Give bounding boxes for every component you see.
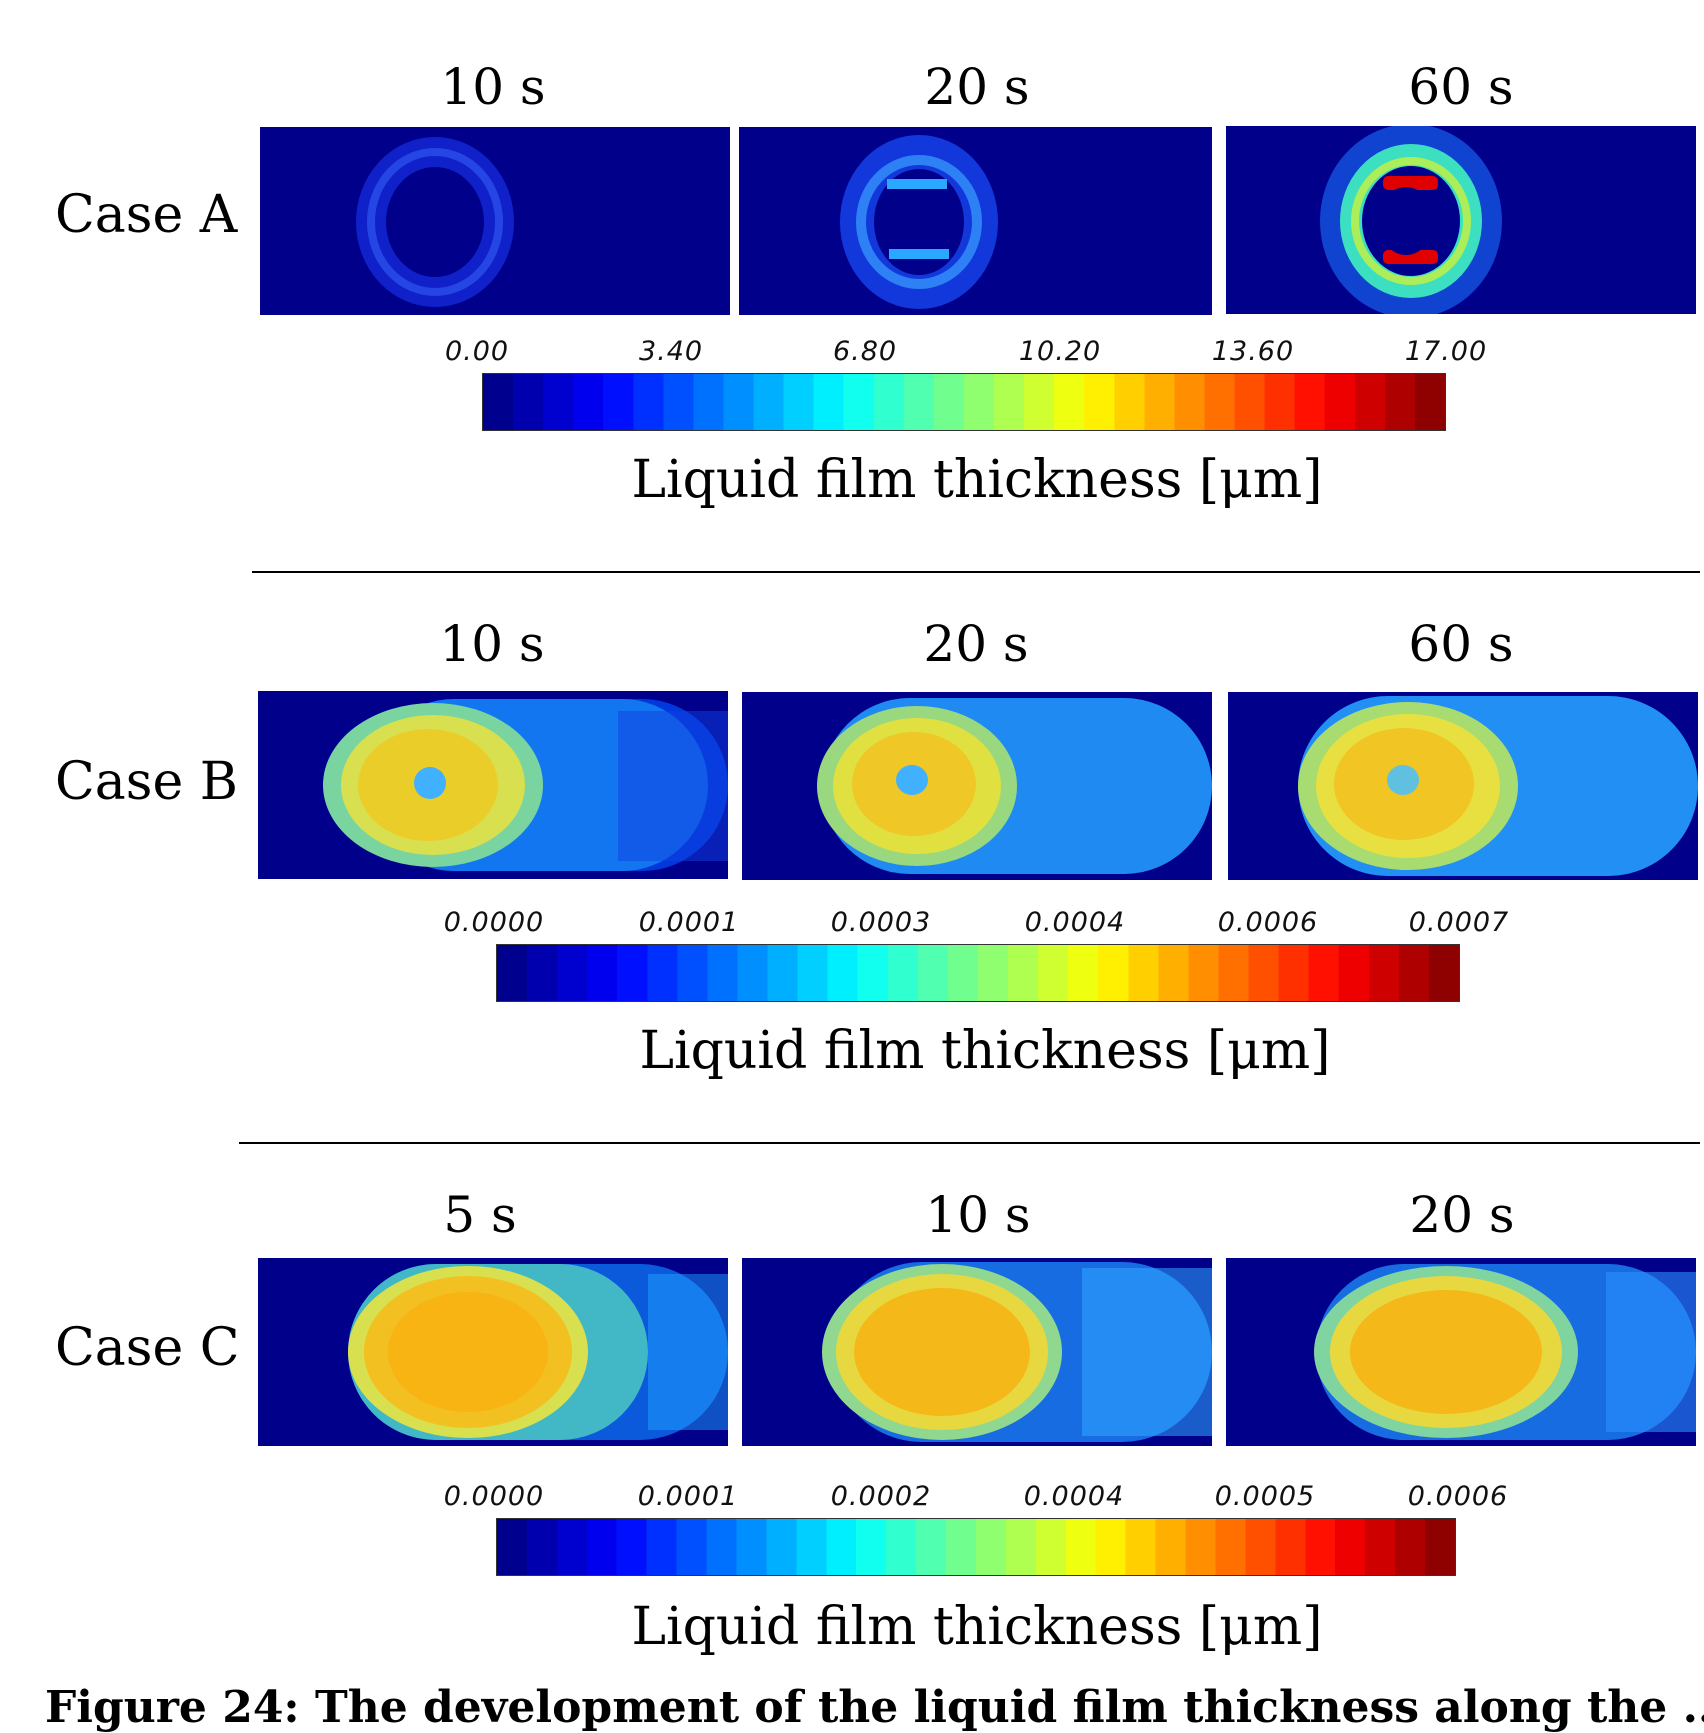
case-c-tick-3: 0.0004 <box>1023 1481 1125 1512</box>
case-a-colorbar <box>482 373 1446 431</box>
case-a-time-1: 10 s <box>440 58 546 116</box>
case-a-tick-2: 6.80 <box>832 336 898 367</box>
case-c-tick-2: 0.0002 <box>830 1481 932 1512</box>
case-a-panel-3 <box>1226 126 1696 314</box>
case-b-tick-4: 0.0006 <box>1217 907 1319 938</box>
case-b-time-2: 20 s <box>923 615 1029 673</box>
case-c-time-1: 5 s <box>443 1186 517 1244</box>
case-a-tick-5: 17.00 <box>1404 336 1488 367</box>
figure-caption: Figure 24: The development of the liquid… <box>45 1682 1704 1733</box>
case-c-tick-0: 0.0000 <box>443 1481 545 1512</box>
case-b-tick-0: 0.0000 <box>443 907 545 938</box>
case-b-time-3: 60 s <box>1408 615 1514 673</box>
case-c-tick-5: 0.0006 <box>1407 1481 1509 1512</box>
divider-bc <box>239 1142 1700 1144</box>
case-c-label: Case C <box>55 1318 240 1378</box>
case-b-panel-2 <box>742 692 1212 880</box>
case-a-tick-0: 0.00 <box>444 336 510 367</box>
case-a-time-3: 60 s <box>1408 58 1514 116</box>
case-c-colorbar-label: Liquid film thickness [μm] <box>631 1597 1323 1657</box>
case-a-panel-1 <box>260 127 730 315</box>
case-c-colorbar <box>496 1518 1456 1576</box>
case-b-colorbar-label: Liquid film thickness [μm] <box>639 1021 1331 1081</box>
case-a-colorbar-label: Liquid film thickness [μm] <box>631 450 1323 510</box>
case-b-panel-1 <box>258 691 728 879</box>
case-b-tick-1: 0.0001 <box>638 907 740 938</box>
case-a-tick-4: 13.60 <box>1211 336 1295 367</box>
case-c-time-3: 20 s <box>1409 1186 1515 1244</box>
case-c-tick-1: 0.0001 <box>637 1481 739 1512</box>
case-c-panel-3 <box>1226 1258 1696 1446</box>
case-a-time-2: 20 s <box>924 58 1030 116</box>
case-b-panel-3 <box>1228 692 1698 880</box>
case-a-label: Case A <box>55 185 238 245</box>
case-b-colorbar <box>496 944 1460 1002</box>
case-a-tick-3: 10.20 <box>1018 336 1102 367</box>
case-c-panel-2 <box>742 1258 1212 1446</box>
case-b-label: Case B <box>55 752 238 812</box>
case-b-tick-5: 0.0007 <box>1408 907 1510 938</box>
case-b-tick-2: 0.0003 <box>830 907 932 938</box>
case-a-panel-2 <box>739 127 1212 315</box>
case-c-time-2: 10 s <box>925 1186 1031 1244</box>
case-b-tick-3: 0.0004 <box>1024 907 1126 938</box>
divider-ab <box>252 571 1700 573</box>
case-c-panel-1 <box>258 1258 728 1446</box>
case-a-tick-1: 3.40 <box>638 336 704 367</box>
case-b-time-1: 10 s <box>439 615 545 673</box>
case-c-tick-4: 0.0005 <box>1214 1481 1316 1512</box>
